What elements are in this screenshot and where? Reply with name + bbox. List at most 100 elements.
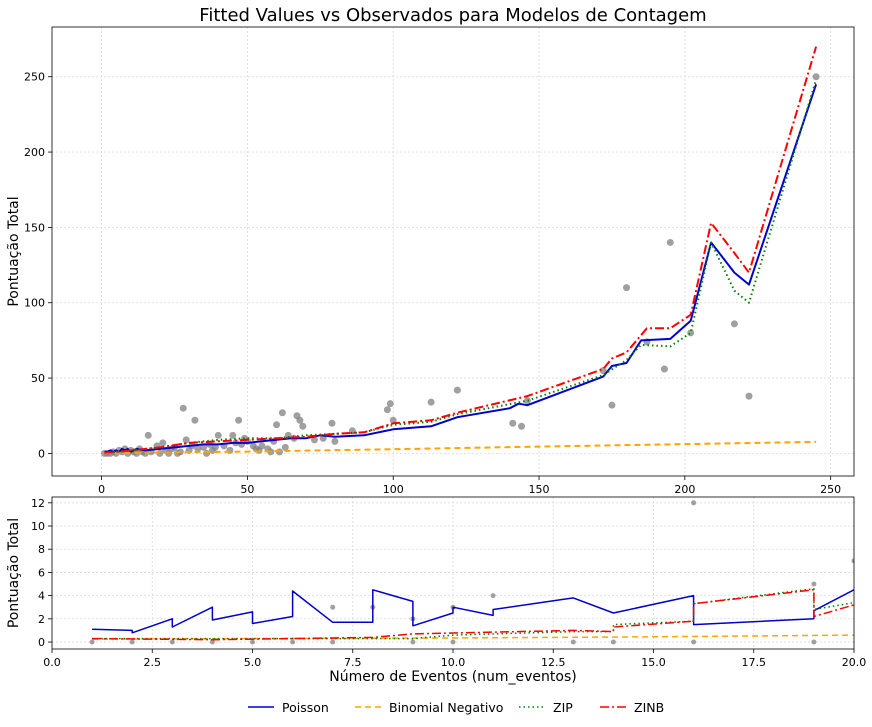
observed-point bbox=[214, 431, 222, 439]
observed-point bbox=[386, 400, 394, 408]
x-tick-label: 15.0 bbox=[641, 656, 666, 669]
observed-point bbox=[509, 419, 517, 427]
observed-point bbox=[310, 436, 318, 444]
observed-point bbox=[281, 443, 289, 451]
y-tick-label: 4 bbox=[38, 590, 45, 603]
plot-area bbox=[89, 500, 854, 645]
legend-label: Binomial Negativo bbox=[389, 700, 503, 715]
observed-point bbox=[278, 409, 286, 417]
y-tick-label: 200 bbox=[24, 146, 45, 159]
legend-label: ZIP bbox=[553, 700, 573, 715]
y-axis-label: Pontuação Total bbox=[6, 196, 22, 306]
observed-point bbox=[608, 401, 616, 409]
observed-point bbox=[330, 604, 336, 610]
x-tick-label: 150 bbox=[529, 483, 550, 496]
y-tick-label: 6 bbox=[38, 566, 45, 579]
y-tick-label: 2 bbox=[38, 613, 45, 626]
series-line-zinb bbox=[92, 589, 854, 641]
observed-point bbox=[209, 639, 215, 645]
observed-point bbox=[518, 422, 526, 430]
y-tick-label: 150 bbox=[24, 221, 45, 234]
observed-point bbox=[691, 639, 697, 645]
observed-point bbox=[450, 639, 456, 645]
observed-point bbox=[331, 437, 339, 445]
observed-point bbox=[730, 320, 738, 328]
legend-label: Poisson bbox=[282, 700, 329, 715]
observed-point bbox=[490, 593, 496, 599]
observed-point bbox=[328, 419, 336, 427]
observed-point bbox=[273, 421, 281, 429]
observed-point bbox=[389, 416, 397, 424]
legend-label: ZINB bbox=[634, 700, 664, 715]
x-tick-label: 100 bbox=[383, 483, 404, 496]
y-tick-label: 250 bbox=[24, 71, 45, 84]
observed-point bbox=[258, 442, 266, 450]
y-tick-label: 12 bbox=[31, 497, 45, 510]
axes-frame bbox=[51, 26, 855, 477]
observed-point bbox=[200, 443, 208, 451]
observed-point bbox=[610, 639, 616, 645]
observed-point bbox=[235, 416, 243, 424]
x-tick-label: 10.0 bbox=[441, 656, 466, 669]
observed-point bbox=[427, 398, 435, 406]
observed-point bbox=[296, 416, 304, 424]
x-tick-label: 5.0 bbox=[244, 656, 262, 669]
observed-point bbox=[144, 431, 152, 439]
observed-point bbox=[299, 422, 307, 430]
series-line-binomial-negativo bbox=[92, 634, 854, 640]
x-tick-label: 50 bbox=[240, 483, 254, 496]
observed-point bbox=[330, 639, 336, 645]
observed-point bbox=[194, 445, 202, 453]
x-tick-label: 7.5 bbox=[344, 656, 362, 669]
observed-point bbox=[89, 639, 95, 645]
series-line-zinb bbox=[104, 46, 818, 454]
observed-point bbox=[250, 639, 255, 645]
observed-point bbox=[226, 446, 234, 454]
x-axis-label: Número de Eventos (num_eventos) bbox=[329, 669, 576, 685]
observed-point bbox=[660, 365, 668, 373]
observed-point bbox=[179, 404, 187, 412]
series-line-zip bbox=[92, 587, 854, 640]
observed-point bbox=[691, 500, 697, 506]
zoom-chart: 0.0 2.5 5.0 7.5 10.0 12.5 15.0 17.5 20.0 0 2 4 6 8 10 1… bbox=[6, 496, 867, 685]
x-tick-label: 12.5 bbox=[541, 656, 566, 669]
observed-point bbox=[267, 448, 275, 456]
y-tick-label: 8 bbox=[38, 543, 45, 556]
observed-point bbox=[211, 443, 219, 451]
y-tick-label: 10 bbox=[31, 520, 45, 533]
series-line-poisson bbox=[92, 589, 854, 634]
y-tick-label: 0 bbox=[38, 636, 45, 649]
observed-point bbox=[599, 367, 607, 375]
legend: Poisson Binomial Negativo ZIP ZINB bbox=[248, 700, 664, 715]
x-tick-label: 17.5 bbox=[742, 656, 767, 669]
plot-area bbox=[100, 46, 820, 457]
observed-point bbox=[666, 238, 674, 246]
fitted-values-chart: 0 50 100 150 200 250 0 50 100 150 200 250 Fitted Val… bbox=[6, 5, 855, 496]
y-tick-label: 50 bbox=[31, 372, 45, 385]
observed-point bbox=[811, 639, 817, 645]
observed-point bbox=[745, 392, 753, 400]
observed-point bbox=[570, 639, 576, 645]
x-tick-label: 20.0 bbox=[842, 656, 867, 669]
series-line-zip bbox=[104, 79, 818, 454]
observed-point bbox=[129, 639, 135, 645]
x-tick-label: 0.0 bbox=[43, 656, 61, 669]
observed-point bbox=[623, 284, 631, 292]
x-tick-label: 200 bbox=[674, 483, 695, 496]
observed-point bbox=[383, 406, 391, 414]
observed-point bbox=[687, 329, 695, 337]
observed-point bbox=[523, 397, 531, 405]
y-tick-label: 0 bbox=[38, 447, 45, 460]
observed-point bbox=[191, 416, 199, 424]
observed-point bbox=[410, 639, 416, 645]
observed-point bbox=[169, 639, 175, 645]
chart-title: Fitted Values vs Observados para Modelos… bbox=[199, 5, 706, 26]
y-axis-label: Pontuação Total bbox=[6, 518, 22, 628]
observed-point bbox=[812, 73, 820, 81]
series-line-binomial-negativo bbox=[104, 440, 817, 455]
observed-point bbox=[290, 639, 296, 645]
observed-point bbox=[811, 581, 817, 587]
series-line-poisson bbox=[104, 83, 818, 453]
observed-point bbox=[229, 431, 237, 439]
